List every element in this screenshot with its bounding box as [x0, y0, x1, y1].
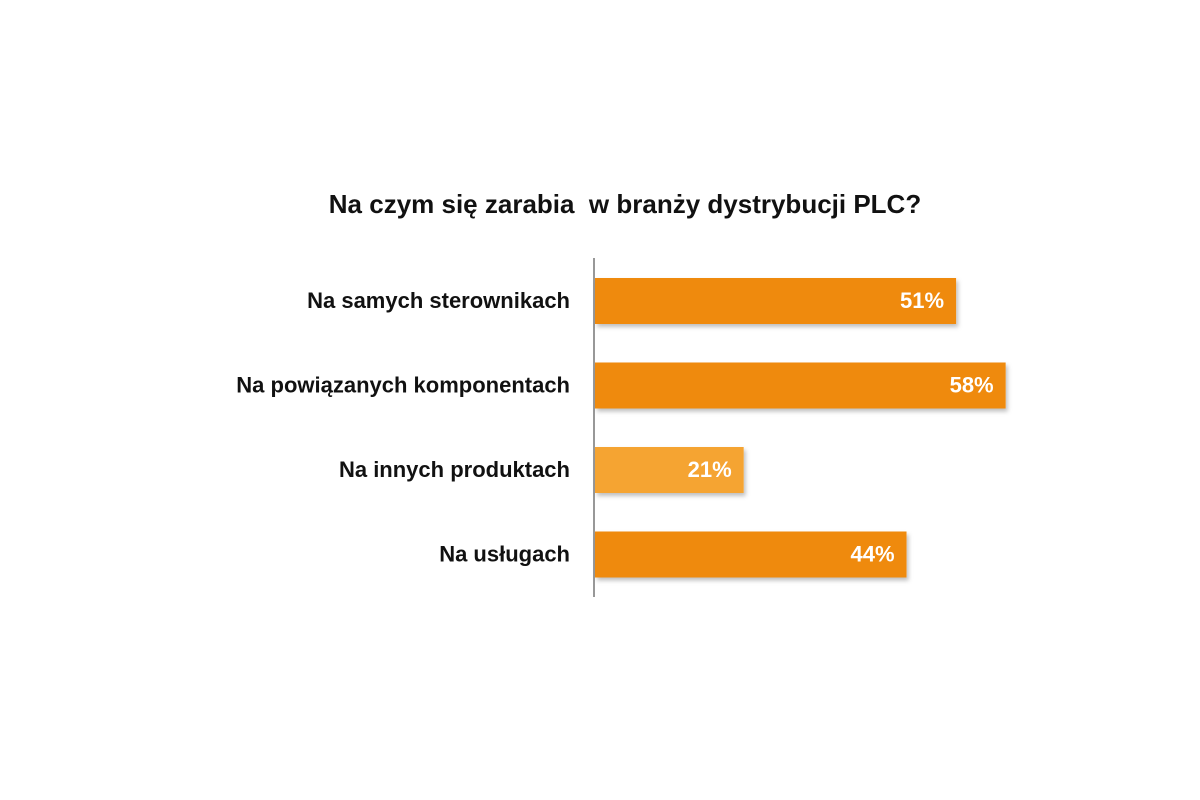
category-label: Na usługach [439, 541, 570, 566]
bar [595, 447, 744, 493]
value-label: 58% [950, 372, 994, 397]
category-label: Na innych produktach [339, 457, 570, 482]
bar [595, 531, 907, 578]
bar [595, 362, 1006, 409]
value-label: 51% [900, 288, 944, 313]
value-label: 21% [688, 457, 732, 482]
category-label: Na samych sterownikach [307, 288, 570, 313]
category-label: Na powiązanych komponentach [236, 372, 570, 397]
chart-title: Na czym się zarabia w branży dystrybucji… [329, 189, 921, 219]
bar [595, 278, 957, 324]
value-label: 44% [850, 541, 894, 566]
